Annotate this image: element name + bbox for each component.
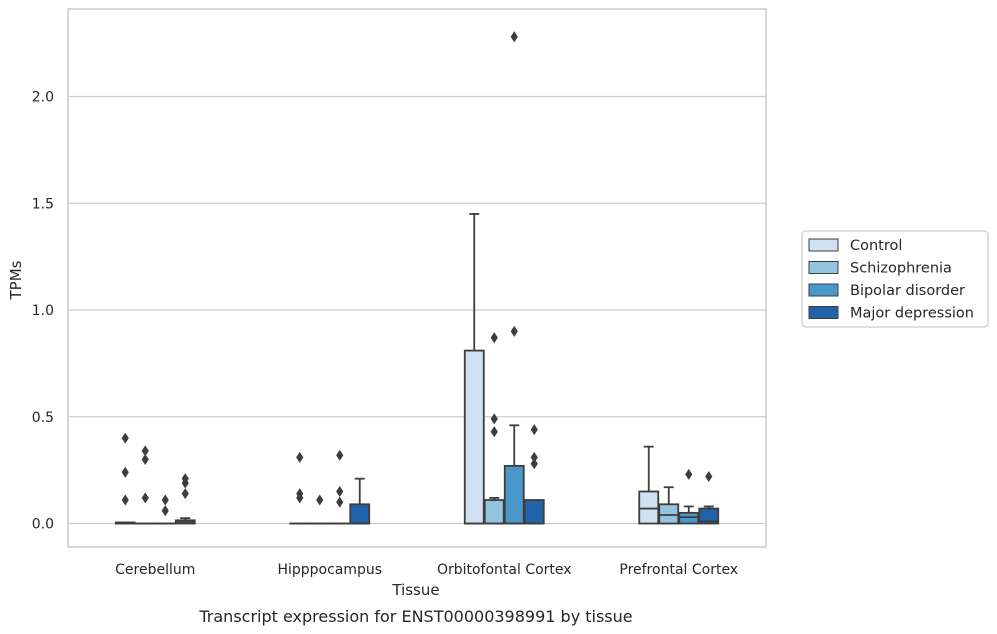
- outlier-point: [336, 496, 344, 508]
- legend-swatch: [808, 238, 839, 252]
- outlier-point: [490, 332, 498, 344]
- box-body: [503, 464, 525, 525]
- outlier-point: [530, 458, 538, 470]
- legend-swatch: [808, 283, 839, 297]
- legend-label: Control: [850, 238, 902, 254]
- outlier-point: [705, 471, 713, 483]
- y-tick-label: 0.0: [32, 517, 54, 533]
- box-body: [463, 349, 485, 525]
- x-tick-label: Orbitofontal Cortex: [437, 562, 572, 578]
- box-3-0: [638, 445, 660, 525]
- outlier-point: [161, 494, 169, 506]
- box-3-3: [698, 471, 720, 525]
- outlier-point: [296, 488, 304, 500]
- outlier-point: [121, 466, 129, 478]
- outlier-point: [141, 453, 149, 465]
- x-tick-label: Hipppocampus: [277, 562, 382, 578]
- outlier-point: [685, 468, 693, 480]
- outlier-point: [181, 488, 189, 500]
- outlier-point: [121, 494, 129, 506]
- grid-layer: [68, 95, 766, 525]
- y-tick-labels: 0.0 0.5 1.0 1.5 2.0: [32, 90, 54, 533]
- outlier-point: [336, 485, 344, 497]
- outlier-point: [336, 449, 344, 461]
- box-0-0: [114, 432, 136, 525]
- box-body: [658, 503, 680, 525]
- y-tick-label: 0.5: [32, 410, 54, 426]
- outlier-point: [530, 451, 538, 463]
- outlier-point: [161, 505, 169, 517]
- x-axis-label: Tissue: [391, 581, 439, 599]
- box-1-2: [329, 449, 351, 525]
- outlier-point: [121, 432, 129, 444]
- box-body: [638, 490, 660, 525]
- x-tick-label: Prefrontal Cortex: [619, 562, 738, 578]
- legend: Control Schizophrenia Bipolar disorder Majo…: [801, 230, 989, 328]
- legend-label: Bipolar disorder: [850, 283, 965, 299]
- boxes-layer: [114, 31, 720, 525]
- x-tick-label: Cerebellum: [115, 562, 195, 578]
- box-3-1: [658, 486, 680, 525]
- box-body: [483, 499, 505, 525]
- y-tick-label: 1.5: [32, 196, 54, 212]
- outlier-point: [141, 492, 149, 504]
- outlier-point: [510, 325, 518, 337]
- box-1-0: [289, 451, 311, 525]
- box-2-0: [463, 213, 485, 525]
- y-tick-label: 2.0: [32, 90, 54, 106]
- outlier-point: [490, 426, 498, 438]
- box-0-3: [174, 473, 196, 525]
- box-2-3: [523, 424, 545, 525]
- plot-frame: [67, 8, 767, 548]
- legend-label: Schizophrenia: [850, 261, 952, 277]
- outlier-point: [316, 494, 324, 506]
- outlier-point: [181, 473, 189, 485]
- outlier-point: [141, 445, 149, 457]
- outlier-point: [296, 451, 304, 463]
- chart-caption: Transcript expression for ENST0000039899…: [198, 607, 632, 626]
- legend-swatch: [808, 261, 839, 274]
- box-2-2: [503, 31, 525, 525]
- box-body: [698, 507, 720, 525]
- legend-swatch: [808, 306, 839, 319]
- box-0-1: [134, 445, 156, 525]
- box-body: [678, 511, 700, 525]
- box-1-1: [309, 494, 331, 525]
- outlier-point: [490, 413, 498, 425]
- outlier-point: [510, 31, 518, 43]
- legend-frame: [801, 230, 989, 328]
- box-body: [523, 499, 545, 525]
- box-0-2: [154, 494, 176, 525]
- legend-label: Major depression: [850, 306, 974, 322]
- box-3-2: [678, 468, 700, 525]
- y-tick-label: 1.0: [32, 303, 54, 319]
- y-axis-label: TPMs: [7, 260, 25, 300]
- box-body: [349, 503, 371, 525]
- box-2-1: [483, 332, 505, 525]
- box-1-3: [349, 477, 371, 525]
- x-tick-labels: Cerebellum Hipppocampus Orbitofontal Corte…: [115, 562, 738, 578]
- outlier-point: [530, 424, 538, 436]
